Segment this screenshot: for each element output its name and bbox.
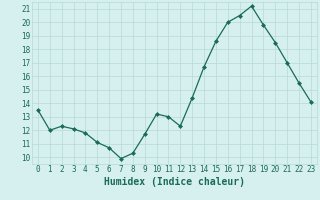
X-axis label: Humidex (Indice chaleur): Humidex (Indice chaleur) — [104, 177, 245, 187]
